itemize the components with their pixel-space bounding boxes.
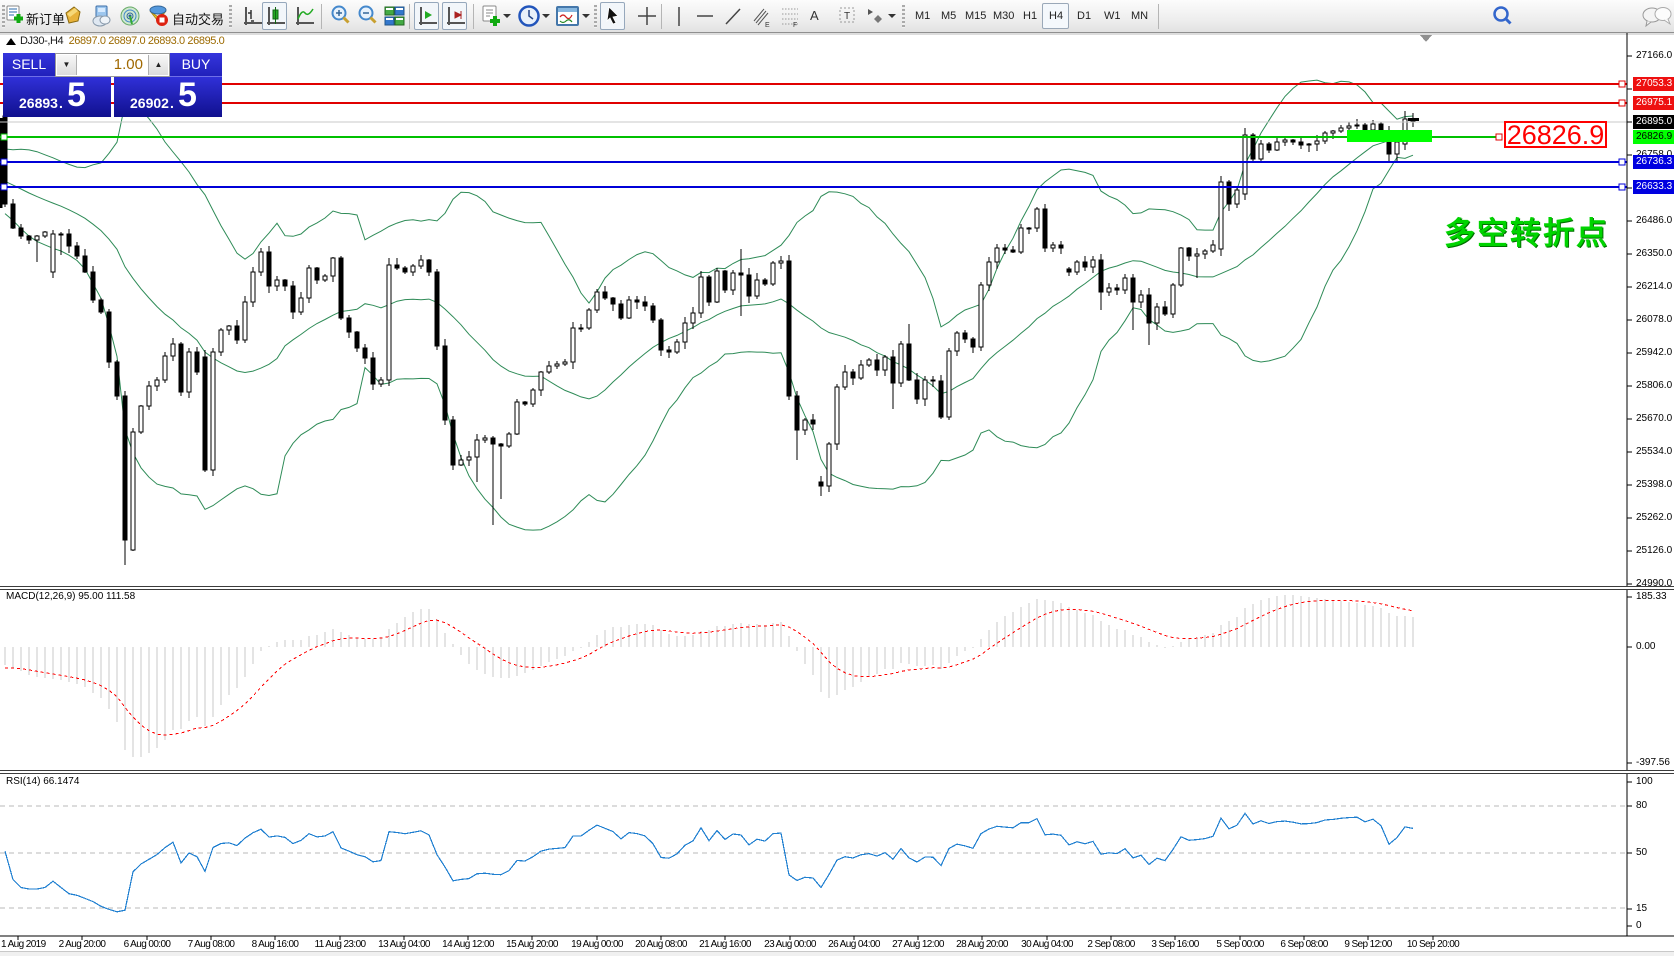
svg-text:T: T bbox=[844, 11, 850, 22]
svg-text:F: F bbox=[793, 22, 797, 29]
svg-text:E: E bbox=[765, 22, 770, 29]
